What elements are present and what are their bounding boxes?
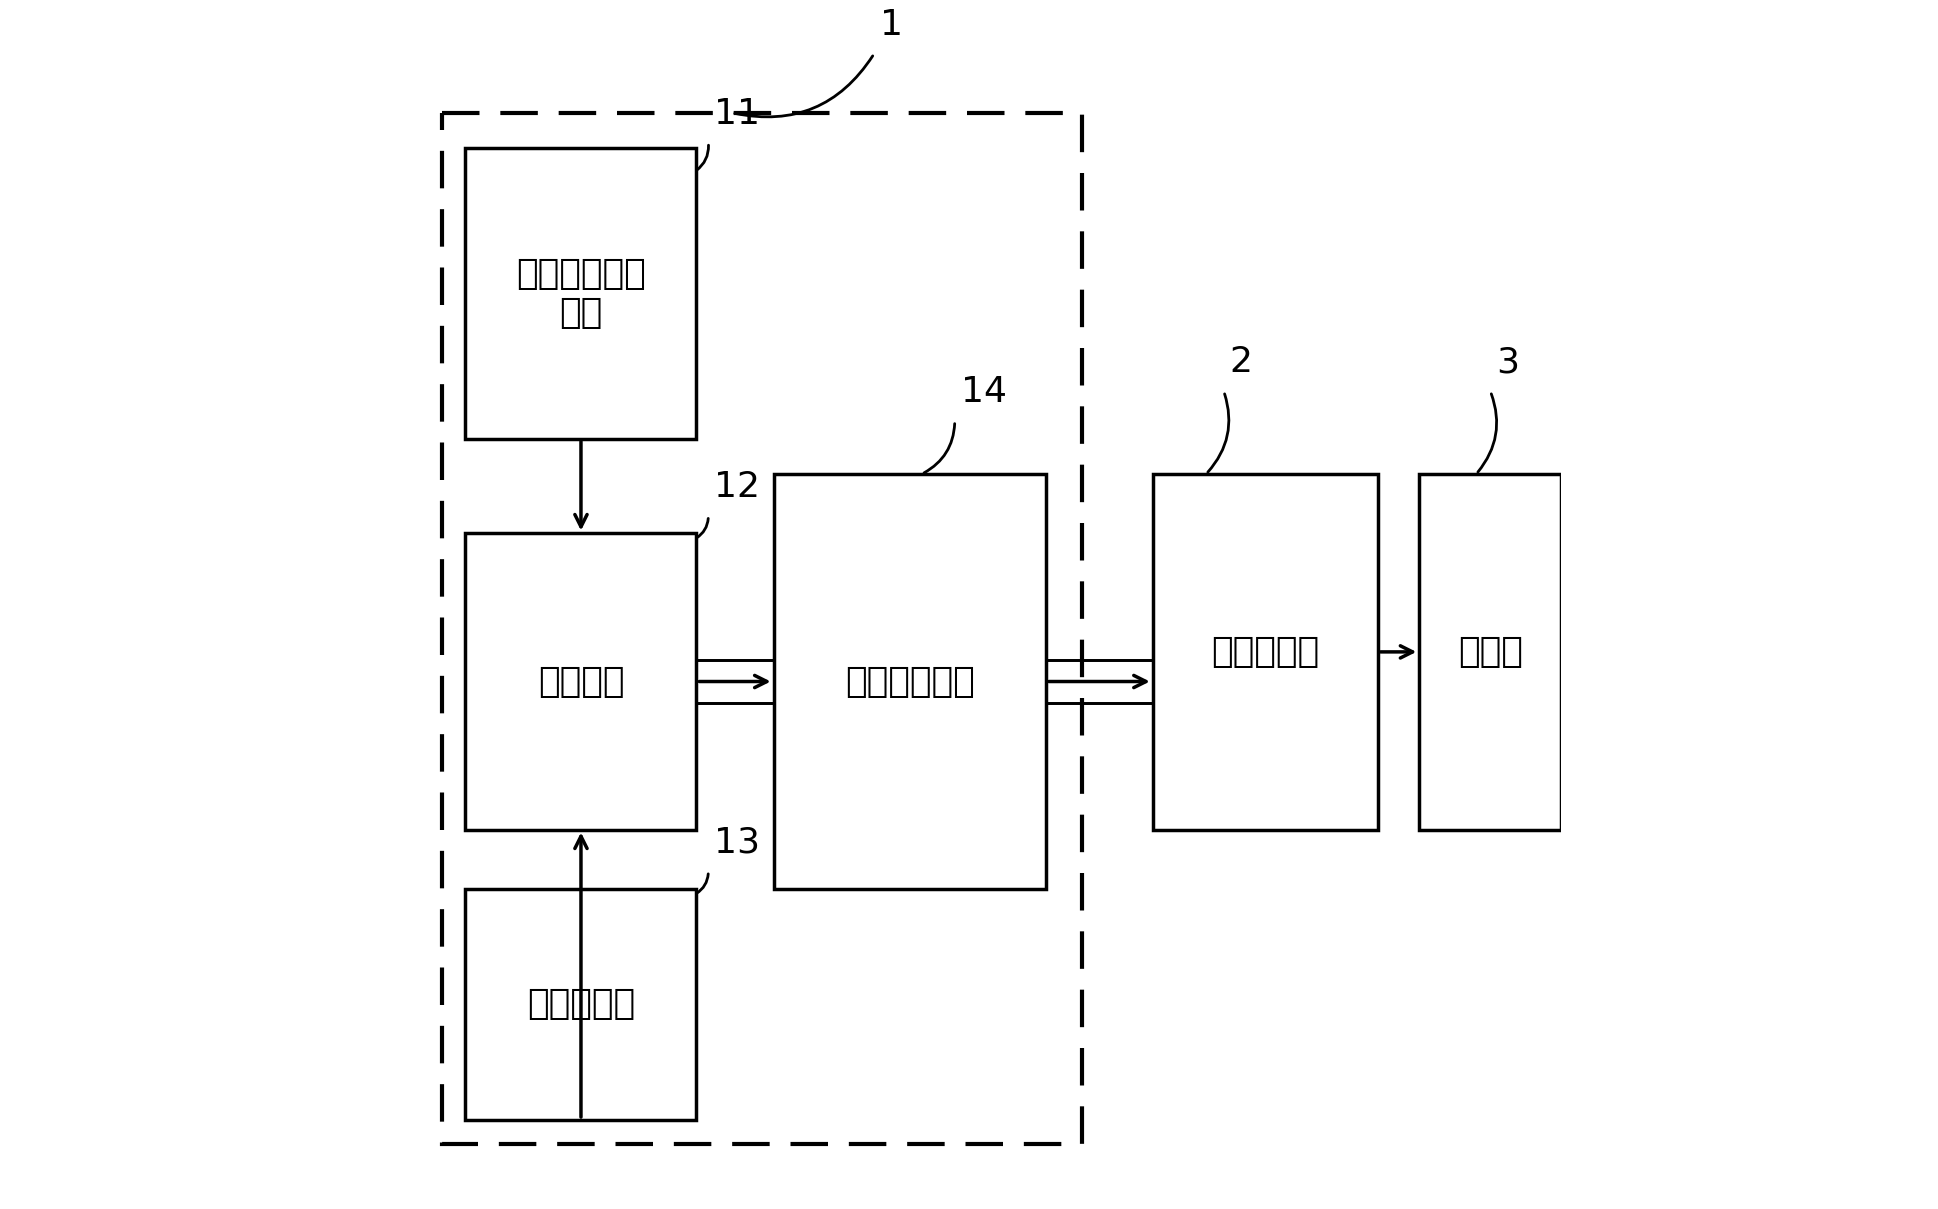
Text: 控制模块: 控制模块 bbox=[537, 665, 624, 699]
Text: 14: 14 bbox=[961, 375, 1006, 409]
Text: 调光镇流器: 调光镇流器 bbox=[1211, 635, 1320, 669]
Text: 通讯接口模块: 通讯接口模块 bbox=[845, 665, 975, 699]
Bar bbox=[465, 533, 696, 829]
Text: 荧光灯: 荧光灯 bbox=[1457, 635, 1523, 669]
Text: 3: 3 bbox=[1496, 346, 1519, 380]
Text: 用户输入接口
模块: 用户输入接口 模块 bbox=[516, 256, 645, 330]
Bar bbox=[1153, 474, 1378, 829]
Text: 1: 1 bbox=[880, 7, 903, 41]
Text: 13: 13 bbox=[715, 826, 760, 860]
Text: 11: 11 bbox=[715, 97, 760, 131]
Bar bbox=[1419, 474, 1562, 829]
Bar bbox=[465, 149, 696, 439]
Bar bbox=[442, 112, 1081, 1144]
Text: 12: 12 bbox=[715, 470, 760, 504]
Bar bbox=[465, 889, 696, 1120]
Text: 照度传感器: 照度传感器 bbox=[527, 988, 636, 1022]
Bar bbox=[773, 474, 1047, 889]
Text: 2: 2 bbox=[1229, 346, 1252, 380]
